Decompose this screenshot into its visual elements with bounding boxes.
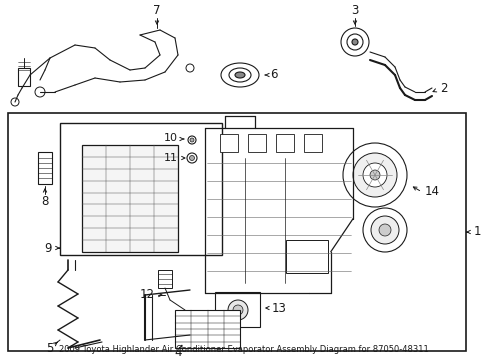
- Ellipse shape: [221, 63, 259, 87]
- Text: 11: 11: [163, 153, 178, 163]
- Text: 3: 3: [350, 4, 358, 17]
- Circle shape: [232, 305, 243, 315]
- Bar: [60, 123, 222, 255]
- Bar: [304, 134, 321, 152]
- Bar: [38, 152, 52, 184]
- Bar: [82, 145, 178, 252]
- Text: 6: 6: [269, 68, 277, 81]
- Circle shape: [190, 138, 194, 142]
- Circle shape: [11, 98, 19, 106]
- Text: 5: 5: [46, 342, 54, 355]
- Text: 1: 1: [472, 225, 480, 238]
- Bar: [286, 240, 327, 273]
- Text: 2: 2: [439, 81, 447, 94]
- Circle shape: [352, 153, 396, 197]
- Text: 4: 4: [174, 346, 182, 359]
- Circle shape: [35, 87, 45, 97]
- Bar: [18, 68, 30, 86]
- Ellipse shape: [228, 68, 250, 82]
- Text: 13: 13: [271, 301, 286, 315]
- Circle shape: [187, 136, 196, 144]
- Bar: [275, 134, 293, 152]
- Bar: [215, 292, 260, 327]
- Bar: [158, 270, 172, 288]
- Circle shape: [378, 224, 390, 236]
- Circle shape: [346, 34, 362, 50]
- Text: 14: 14: [424, 185, 439, 198]
- Circle shape: [186, 153, 197, 163]
- Text: 2009 Toyota Highlander Air Conditioner Evaporator Assembly Diagram for 87050-483: 2009 Toyota Highlander Air Conditioner E…: [59, 345, 428, 354]
- Ellipse shape: [235, 72, 244, 78]
- Circle shape: [227, 300, 247, 320]
- Circle shape: [189, 156, 194, 161]
- Circle shape: [342, 143, 406, 207]
- Bar: [175, 310, 240, 348]
- Circle shape: [185, 64, 194, 72]
- Circle shape: [369, 170, 379, 180]
- Text: 8: 8: [41, 195, 49, 208]
- Text: 12: 12: [140, 288, 155, 301]
- Circle shape: [362, 208, 406, 252]
- Text: 10: 10: [163, 133, 178, 143]
- Circle shape: [370, 216, 398, 244]
- Circle shape: [362, 163, 386, 187]
- Text: 7: 7: [153, 4, 161, 17]
- Circle shape: [340, 28, 368, 56]
- Text: 9: 9: [44, 242, 52, 255]
- Bar: [247, 134, 265, 152]
- Bar: [220, 134, 238, 152]
- Circle shape: [351, 39, 357, 45]
- Bar: [8, 113, 465, 351]
